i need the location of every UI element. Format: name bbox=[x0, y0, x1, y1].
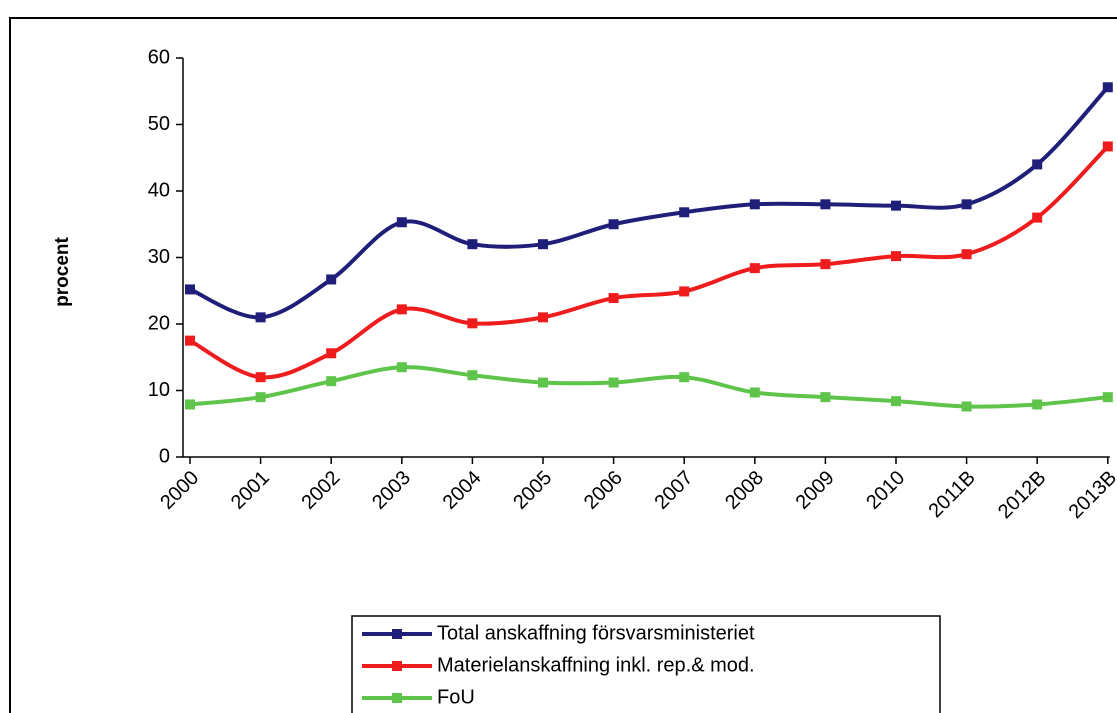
x-tick-label: 2006 bbox=[580, 467, 627, 514]
point-marker bbox=[538, 239, 548, 250]
legend-marker bbox=[392, 693, 402, 703]
point-marker bbox=[679, 207, 690, 218]
y-tick-label: 60 bbox=[148, 46, 170, 68]
point-marker bbox=[538, 312, 548, 323]
x-tick-label: 2001 bbox=[227, 467, 274, 514]
point-marker bbox=[396, 304, 407, 315]
point-marker bbox=[396, 362, 407, 373]
point-marker bbox=[467, 318, 478, 329]
legend-label: Total anskaffning försvarsministeriet bbox=[437, 622, 755, 644]
point-marker bbox=[749, 263, 760, 274]
point-marker bbox=[749, 387, 760, 398]
line-series bbox=[189, 365, 1109, 409]
x-tick-label: 2002 bbox=[297, 467, 344, 514]
point-marker bbox=[326, 274, 337, 285]
point-marker bbox=[679, 372, 690, 383]
point-marker bbox=[1032, 399, 1043, 410]
point-marker bbox=[326, 348, 337, 359]
legend-marker bbox=[392, 629, 402, 639]
point-marker bbox=[820, 199, 831, 210]
point-marker bbox=[961, 199, 972, 210]
y-axis-label: procent bbox=[52, 236, 73, 306]
point-marker bbox=[1102, 392, 1113, 403]
x-tick-label: 2009 bbox=[792, 467, 839, 514]
x-tick-label: 2011B bbox=[924, 467, 979, 522]
point-marker bbox=[820, 259, 831, 270]
point-marker bbox=[608, 377, 619, 388]
y-tick-label: 40 bbox=[148, 179, 170, 201]
point-marker bbox=[185, 335, 195, 346]
point-marker bbox=[1032, 212, 1043, 223]
legend-label: FoU bbox=[437, 686, 475, 708]
point-marker bbox=[326, 376, 337, 387]
point-marker bbox=[185, 399, 195, 410]
point-marker bbox=[608, 293, 619, 304]
legend-marker bbox=[392, 661, 402, 671]
y-tick-label: 20 bbox=[148, 312, 170, 334]
point-marker bbox=[396, 217, 407, 228]
x-tick-label: 2000 bbox=[156, 467, 203, 514]
point-marker bbox=[467, 239, 478, 250]
x-tick-label: 2008 bbox=[721, 467, 768, 514]
point-marker bbox=[255, 392, 266, 403]
y-tick-label: 30 bbox=[148, 246, 170, 268]
point-marker bbox=[1102, 141, 1113, 152]
x-tick-label: 2004 bbox=[439, 467, 486, 514]
x-tick-label: 2012B bbox=[994, 467, 1050, 523]
point-marker bbox=[185, 284, 195, 295]
x-tick-label: 2010 bbox=[862, 467, 909, 514]
point-marker bbox=[467, 370, 478, 381]
legend-label: Materielanskaffning inkl. rep.& mod. bbox=[437, 654, 755, 676]
point-marker bbox=[679, 286, 690, 297]
point-marker bbox=[891, 251, 901, 262]
point-marker bbox=[961, 249, 972, 260]
x-tick-label: 2003 bbox=[368, 467, 415, 514]
point-marker bbox=[1102, 82, 1113, 93]
point-marker bbox=[255, 372, 266, 383]
line-series bbox=[189, 145, 1110, 380]
point-marker bbox=[961, 401, 972, 412]
x-tick-label: 2013B bbox=[1065, 467, 1117, 523]
y-tick-label: 10 bbox=[148, 379, 170, 401]
point-marker bbox=[891, 396, 901, 407]
point-marker bbox=[820, 392, 831, 403]
point-marker bbox=[1032, 159, 1043, 170]
x-tick-label: 2005 bbox=[509, 467, 556, 514]
point-marker bbox=[255, 312, 266, 323]
point-marker bbox=[538, 377, 548, 388]
y-tick-label: 0 bbox=[159, 445, 170, 467]
point-marker bbox=[608, 219, 619, 230]
point-marker bbox=[749, 199, 760, 210]
point-marker bbox=[891, 200, 901, 211]
x-tick-label: 2007 bbox=[650, 467, 697, 514]
y-tick-label: 50 bbox=[148, 113, 170, 135]
legend-box bbox=[351, 615, 941, 713]
frame bbox=[9, 17, 1117, 713]
